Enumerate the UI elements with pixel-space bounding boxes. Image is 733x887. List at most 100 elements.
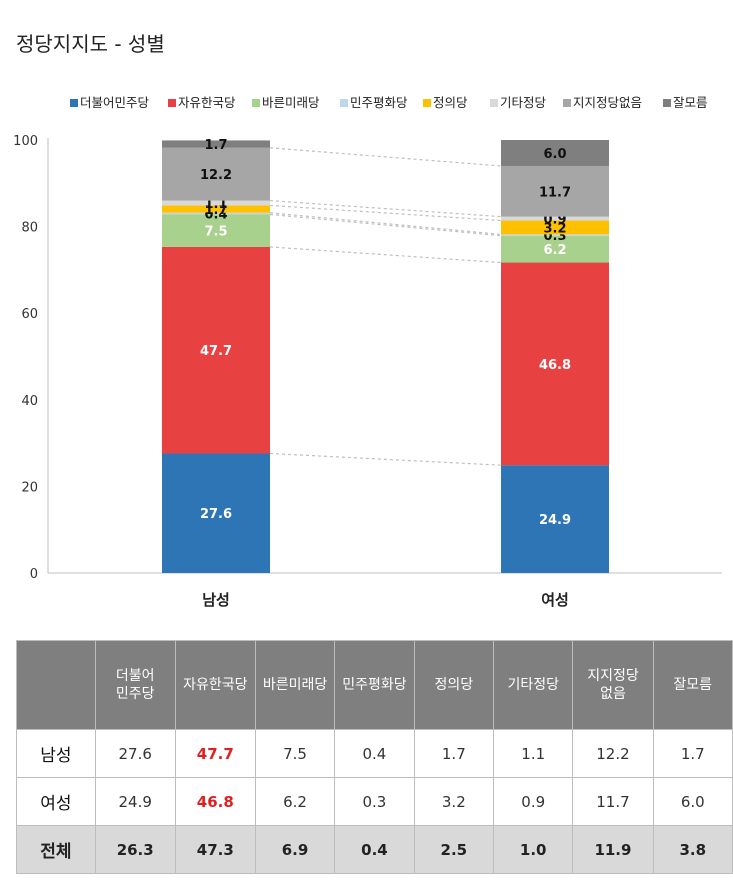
table-cell: 0.4 — [334, 729, 415, 778]
table-header-cell: 더불어 민주당 — [94, 640, 176, 730]
y-tick-label-100: 100 — [13, 134, 38, 149]
connector-line-4 — [269, 204, 502, 222]
bar-1-5 — [501, 216, 609, 221]
data-label-1-4: 3.2 — [543, 221, 566, 236]
y-tick-label-40: 40 — [21, 394, 38, 409]
table-row: 전체 26.3 47.3 6.9 0.4 2.5 1.0 11.9 3.8 — [16, 825, 733, 874]
table-cell: 24.9 — [94, 777, 176, 826]
data-label-0-0: 27.6 — [200, 507, 232, 522]
table-row-label: 여성 — [16, 777, 96, 826]
table-cell: 6.9 — [254, 825, 336, 874]
table-cell: 1.7 — [652, 729, 733, 778]
bar-0-7 — [162, 140, 270, 148]
table-cell: 0.4 — [334, 825, 415, 874]
legend-label-5: 기타정당 — [500, 95, 547, 110]
bar-1-0 — [501, 465, 609, 573]
data-label-1-2: 6.2 — [543, 243, 566, 258]
bar-0-5 — [162, 200, 270, 206]
data-label-0-2: 7.5 — [204, 225, 227, 240]
table-cell: 2.5 — [413, 825, 495, 874]
table-cell: 7.5 — [254, 729, 336, 778]
table-cell: 46.8 — [174, 777, 256, 826]
data-label-0-5: 1.1 — [204, 197, 227, 212]
connector-line-0 — [269, 452, 502, 466]
category-label-1: 여성 — [541, 591, 569, 609]
data-label-0-4: 1.7 — [204, 203, 227, 218]
connector-line-1 — [269, 246, 502, 264]
connector-line-6 — [269, 147, 502, 167]
legend-label-2: 바른미래당 — [262, 95, 320, 110]
data-label-1-1: 46.8 — [539, 358, 571, 373]
data-label-1-7: 6.0 — [543, 147, 566, 162]
table-cell: 1.1 — [493, 729, 574, 778]
data-label-0-1: 47.7 — [200, 344, 232, 359]
legend-label-7: 잘모름 — [673, 95, 708, 110]
legend-swatch-2 — [252, 99, 260, 107]
table-corner-cell — [16, 640, 96, 730]
table-cell: 26.3 — [94, 825, 176, 874]
y-tick-label-80: 80 — [21, 221, 38, 236]
y-tick-label-20: 20 — [21, 480, 38, 495]
table-header-cell: 기타정당 — [493, 640, 574, 730]
table-cell: 0.3 — [334, 777, 415, 826]
legend-swatch-1 — [168, 99, 176, 107]
table-row-label: 남성 — [16, 729, 96, 778]
bar-0-2 — [162, 214, 270, 247]
page-title: 정당지지도 - 성별 — [16, 32, 165, 56]
legend-label-0: 더불어민주당 — [80, 95, 150, 110]
table-header-cell: 자유한국당 — [174, 640, 256, 730]
data-table: 더불어 민주당 자유한국당 바른미래당 민주평화당 정의당 기타정당 지지정당 없음 잘모름 … — [16, 640, 733, 874]
legend-swatch-4 — [423, 99, 431, 107]
bar-1-1 — [501, 262, 609, 466]
bar-0-3 — [162, 212, 270, 215]
connector-line-3 — [269, 212, 502, 235]
data-label-1-0: 24.9 — [539, 513, 571, 528]
stacked-bar-chart: 더불어민주당 자유한국당 바른미래당 민주평화당 정의당 기타정당 지지정당없음 잘모름 0 20… — [13, 95, 722, 609]
table-cell: 1.0 — [493, 825, 574, 874]
table-cell: 11.7 — [572, 777, 654, 826]
connector-line-5 — [269, 200, 502, 218]
table-row: 여성 24.9 46.8 6.2 0.3 3.2 0.9 11.7 6.0 — [16, 777, 733, 826]
y-tick-label-0: 0 — [30, 567, 38, 582]
table-cell: 6.0 — [652, 777, 733, 826]
table-row: 남성 27.6 47.7 7.5 0.4 1.7 1.1 12.2 1.7 — [16, 729, 733, 778]
table-header-cell: 바른미래당 — [254, 640, 336, 730]
bar-0-6 — [162, 147, 270, 201]
connector-line-2 — [269, 213, 502, 237]
bar-1-4 — [501, 220, 609, 235]
table-cell: 11.9 — [572, 825, 654, 874]
table-header-cell: 정의당 — [413, 640, 495, 730]
category-label-0: 남성 — [202, 591, 230, 609]
table-cell: 0.9 — [493, 777, 574, 826]
bar-1-3 — [501, 234, 609, 236]
bar-0-1 — [162, 246, 270, 454]
table-cell: 12.2 — [572, 729, 654, 778]
table-cell: 3.2 — [413, 777, 495, 826]
legend-swatch-6 — [563, 99, 571, 107]
data-label-0-6: 12.2 — [200, 168, 232, 183]
table-cell: 47.7 — [174, 729, 256, 778]
legend-label-6: 지지정당없음 — [573, 95, 642, 110]
legend-swatch-7 — [663, 99, 671, 107]
table-cell: 27.6 — [94, 729, 176, 778]
data-label-1-6: 11.7 — [539, 185, 571, 200]
legend-swatch-0 — [70, 99, 78, 107]
table-row-label: 전체 — [16, 825, 96, 874]
y-tick-label-60: 60 — [21, 307, 38, 322]
table-cell: 6.2 — [254, 777, 336, 826]
bar-1-2 — [501, 235, 609, 263]
legend-swatch-5 — [490, 99, 498, 107]
table-header-cell: 잘모름 — [652, 640, 733, 730]
bar-1-7 — [501, 140, 609, 166]
table-cell: 3.8 — [652, 825, 733, 874]
table-body: 남성 27.6 47.7 7.5 0.4 1.7 1.1 12.2 1.7 여성 24.9 46.8 6… — [16, 729, 733, 874]
table-cell: 47.3 — [174, 825, 256, 874]
data-label-0-7: 1.7 — [204, 138, 227, 153]
legend-label-1: 자유한국당 — [178, 95, 236, 110]
legend-label-3: 민주평화당 — [350, 95, 408, 110]
table-header-cell: 지지정당 없음 — [572, 640, 654, 730]
table-header-row: 더불어 민주당 자유한국당 바른미래당 민주평화당 정의당 기타정당 지지정당 없음 잘모름 — [16, 640, 733, 730]
bar-1-6 — [501, 165, 609, 217]
table-header-cell: 민주평화당 — [334, 640, 415, 730]
legend-label-4: 정의당 — [433, 95, 468, 110]
